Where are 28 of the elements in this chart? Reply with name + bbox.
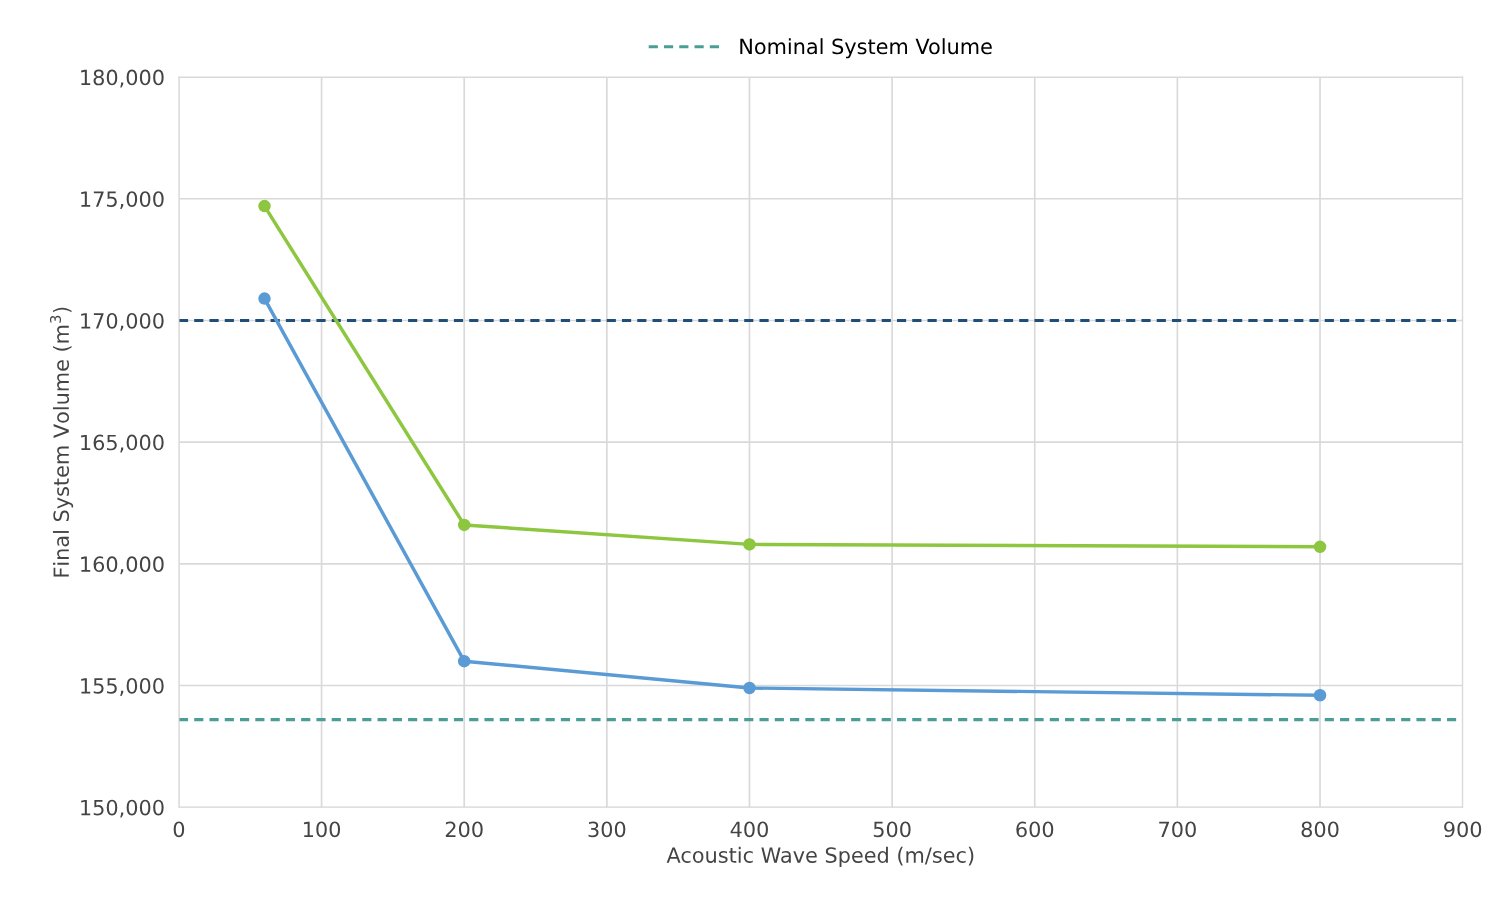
x-axis-title: Acoustic Wave Speed (m/sec) bbox=[666, 846, 974, 867]
legend-label: Nominal System Volume bbox=[740, 38, 992, 59]
x-tick-label: 700 bbox=[1159, 821, 1196, 838]
x-tick-label: 200 bbox=[445, 821, 483, 838]
point bbox=[457, 654, 471, 668]
point bbox=[743, 681, 756, 695]
y-tick-label: 170,000 bbox=[81, 312, 164, 331]
y-tick-label: 175,000 bbox=[81, 191, 164, 210]
point bbox=[457, 518, 471, 532]
point bbox=[258, 199, 271, 213]
y-axis-title: Final System Volume (m$^{3}$) bbox=[49, 307, 74, 577]
x-tick-label: 500 bbox=[873, 821, 911, 838]
x-tick-label: 400 bbox=[730, 821, 768, 838]
y-tick-label: 180,000 bbox=[81, 69, 164, 88]
x-tick-label: 600 bbox=[1016, 821, 1054, 838]
x-tick-label: 100 bbox=[303, 821, 341, 838]
y-tick-label: 155,000 bbox=[81, 677, 164, 696]
point bbox=[1313, 540, 1327, 554]
point bbox=[258, 292, 271, 305]
point bbox=[743, 538, 756, 551]
y-tick-label: 160,000 bbox=[81, 556, 164, 575]
y-tick-label: 150,000 bbox=[81, 799, 164, 818]
x-tick-label: 300 bbox=[588, 821, 626, 838]
y-tick-label: 165,000 bbox=[81, 434, 164, 453]
x-tick-label: 0 bbox=[173, 821, 185, 838]
x-tick-label: 800 bbox=[1301, 821, 1339, 838]
point bbox=[1313, 689, 1327, 702]
x-tick-label: 900 bbox=[1444, 821, 1482, 838]
